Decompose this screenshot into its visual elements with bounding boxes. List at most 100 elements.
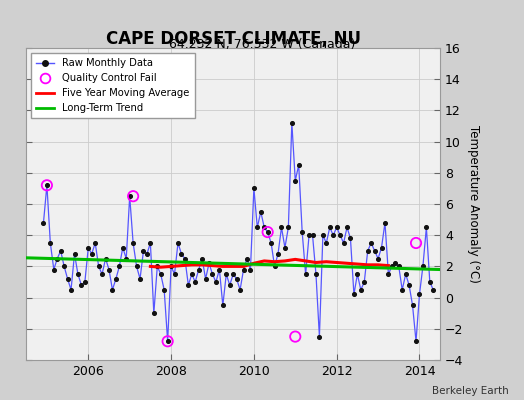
Point xyxy=(229,271,237,278)
Point xyxy=(163,338,172,344)
Point xyxy=(184,282,192,288)
Point xyxy=(67,286,75,293)
Point xyxy=(98,271,106,278)
Point xyxy=(336,232,344,238)
Point xyxy=(398,286,407,293)
Point xyxy=(167,263,175,270)
Point xyxy=(260,224,268,230)
Point xyxy=(377,244,386,251)
Point xyxy=(146,240,155,246)
Point xyxy=(264,229,272,235)
Point xyxy=(118,244,127,251)
Point xyxy=(401,271,410,278)
Point xyxy=(42,182,51,188)
Legend: Raw Monthly Data, Quality Control Fail, Five Year Moving Average, Long-Term Tren: Raw Monthly Data, Quality Control Fail, … xyxy=(31,53,194,118)
Point xyxy=(343,224,351,230)
Point xyxy=(281,244,289,251)
Point xyxy=(222,271,231,278)
Point xyxy=(101,255,110,262)
Point xyxy=(150,310,158,316)
Point xyxy=(291,333,299,340)
Text: 64.232 N, 76.532 W (Canada): 64.232 N, 76.532 W (Canada) xyxy=(169,38,355,51)
Point xyxy=(60,263,68,270)
Point xyxy=(346,235,355,242)
Point xyxy=(405,282,413,288)
Point xyxy=(236,286,244,293)
Point xyxy=(177,251,185,257)
Point xyxy=(249,185,258,192)
Point xyxy=(353,271,362,278)
Point xyxy=(133,263,141,270)
Point xyxy=(225,282,234,288)
Point xyxy=(174,240,182,246)
Point xyxy=(219,302,227,309)
Point xyxy=(308,232,316,238)
Point xyxy=(212,279,220,285)
Point xyxy=(105,266,113,273)
Title: CAPE DORSET CLIMATE, NU: CAPE DORSET CLIMATE, NU xyxy=(106,30,361,48)
Point xyxy=(291,177,299,184)
Point xyxy=(329,232,337,238)
Point xyxy=(391,260,399,266)
Point xyxy=(298,229,307,235)
Point xyxy=(332,224,341,230)
Y-axis label: Temperature Anomaly (°C): Temperature Anomaly (°C) xyxy=(467,125,480,283)
Point xyxy=(264,229,272,235)
Point xyxy=(388,263,396,270)
Point xyxy=(284,224,292,230)
Point xyxy=(288,120,296,126)
Point xyxy=(205,260,213,266)
Point xyxy=(381,220,389,226)
Point xyxy=(84,244,92,251)
Point xyxy=(408,302,417,309)
Point xyxy=(350,291,358,298)
Point xyxy=(384,271,392,278)
Point xyxy=(315,333,324,340)
Point xyxy=(322,240,331,246)
Point xyxy=(81,279,89,285)
Point xyxy=(239,266,248,273)
Point xyxy=(274,251,282,257)
Point xyxy=(370,248,379,254)
Point xyxy=(42,182,51,188)
Point xyxy=(425,279,434,285)
Point xyxy=(277,224,286,230)
Point xyxy=(215,266,224,273)
Point xyxy=(253,224,261,230)
Point xyxy=(412,338,420,344)
Point xyxy=(267,240,275,246)
Point xyxy=(243,255,251,262)
Point xyxy=(160,286,168,293)
Point xyxy=(88,251,96,257)
Point xyxy=(419,263,427,270)
Point xyxy=(233,276,241,282)
Point xyxy=(319,232,327,238)
Point xyxy=(325,224,334,230)
Point xyxy=(208,271,216,278)
Point xyxy=(108,286,117,293)
Point xyxy=(157,271,165,278)
Point xyxy=(125,193,134,199)
Point xyxy=(136,276,144,282)
Point xyxy=(374,255,382,262)
Point xyxy=(429,286,438,293)
Point xyxy=(364,248,372,254)
Point xyxy=(357,286,365,293)
Point xyxy=(46,240,54,246)
Point xyxy=(360,279,368,285)
Point xyxy=(129,240,137,246)
Point xyxy=(94,263,103,270)
Point xyxy=(143,251,151,257)
Point xyxy=(122,255,130,262)
Point xyxy=(74,271,82,278)
Point xyxy=(112,276,120,282)
Point xyxy=(70,251,79,257)
Point xyxy=(53,255,61,262)
Point xyxy=(153,263,161,270)
Point xyxy=(139,248,148,254)
Point xyxy=(201,276,210,282)
Point xyxy=(63,276,72,282)
Point xyxy=(340,240,348,246)
Point xyxy=(257,209,265,215)
Text: Berkeley Earth: Berkeley Earth xyxy=(432,386,508,396)
